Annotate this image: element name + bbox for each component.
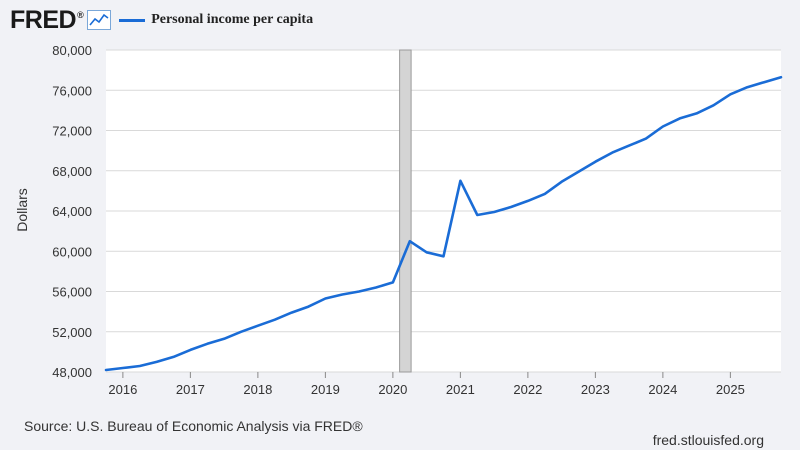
x-tick-label: 2025 xyxy=(716,382,745,397)
x-tick-label: 2018 xyxy=(243,382,272,397)
x-tick-label: 2017 xyxy=(176,382,205,397)
y-tick-label: 64,000 xyxy=(52,204,92,219)
y-tick-label: 56,000 xyxy=(52,285,92,300)
x-axis-ticks: 2016 2017 2018 2019 2020 2021 2022 2023 2024 2025 xyxy=(108,372,745,397)
recession-shade xyxy=(399,49,412,373)
fred-logo-mark: ® xyxy=(77,10,84,21)
y-tick-label: 52,000 xyxy=(52,325,92,340)
x-tick-label: 2016 xyxy=(108,382,137,397)
x-tick-label: 2023 xyxy=(581,382,610,397)
source-note: Source: U.S. Bureau of Economic Analysis… xyxy=(24,418,363,434)
x-tick-label: 2020 xyxy=(378,382,407,397)
x-tick-label: 2019 xyxy=(311,382,340,397)
legend-swatch xyxy=(119,18,146,22)
y-tick-label: 68,000 xyxy=(52,164,92,179)
y-tick-label: 80,000 xyxy=(52,43,92,58)
chart-header: FRED® Personal income per capita xyxy=(10,6,313,34)
recession-band xyxy=(399,49,412,373)
y-tick-label: 76,000 xyxy=(52,83,92,98)
fred-logo[interactable]: FRED® xyxy=(10,5,84,34)
x-tick-label: 2022 xyxy=(513,382,542,397)
y-axis-ticks: 48,000 52,000 56,000 60,000 64,000 68,000 72,0… xyxy=(52,43,92,380)
y-tick-label: 72,000 xyxy=(52,124,92,139)
y-tick-label: 60,000 xyxy=(52,244,92,259)
y-tick-label: 48,000 xyxy=(52,365,92,380)
legend-label: Personal income per capita xyxy=(151,12,314,27)
line-graph-icon xyxy=(87,10,112,30)
x-tick-label: 2024 xyxy=(648,382,677,397)
legend[interactable]: Personal income per capita xyxy=(119,12,313,28)
gridlines xyxy=(106,49,781,373)
site-link[interactable]: fred.stlouisfed.org xyxy=(652,432,764,448)
fred-logo-text: FRED xyxy=(10,5,77,34)
x-tick-label: 2021 xyxy=(446,382,475,397)
y-axis-label: Dollars xyxy=(14,188,30,232)
series-line xyxy=(104,75,783,372)
series-group xyxy=(104,75,783,372)
